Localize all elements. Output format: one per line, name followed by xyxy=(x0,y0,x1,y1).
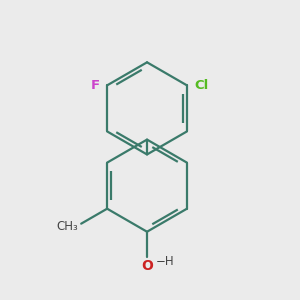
Text: F: F xyxy=(91,79,100,92)
Text: −H: −H xyxy=(155,255,174,268)
Text: CH₃: CH₃ xyxy=(56,220,78,232)
Text: Cl: Cl xyxy=(194,79,208,92)
Text: O: O xyxy=(141,259,153,273)
